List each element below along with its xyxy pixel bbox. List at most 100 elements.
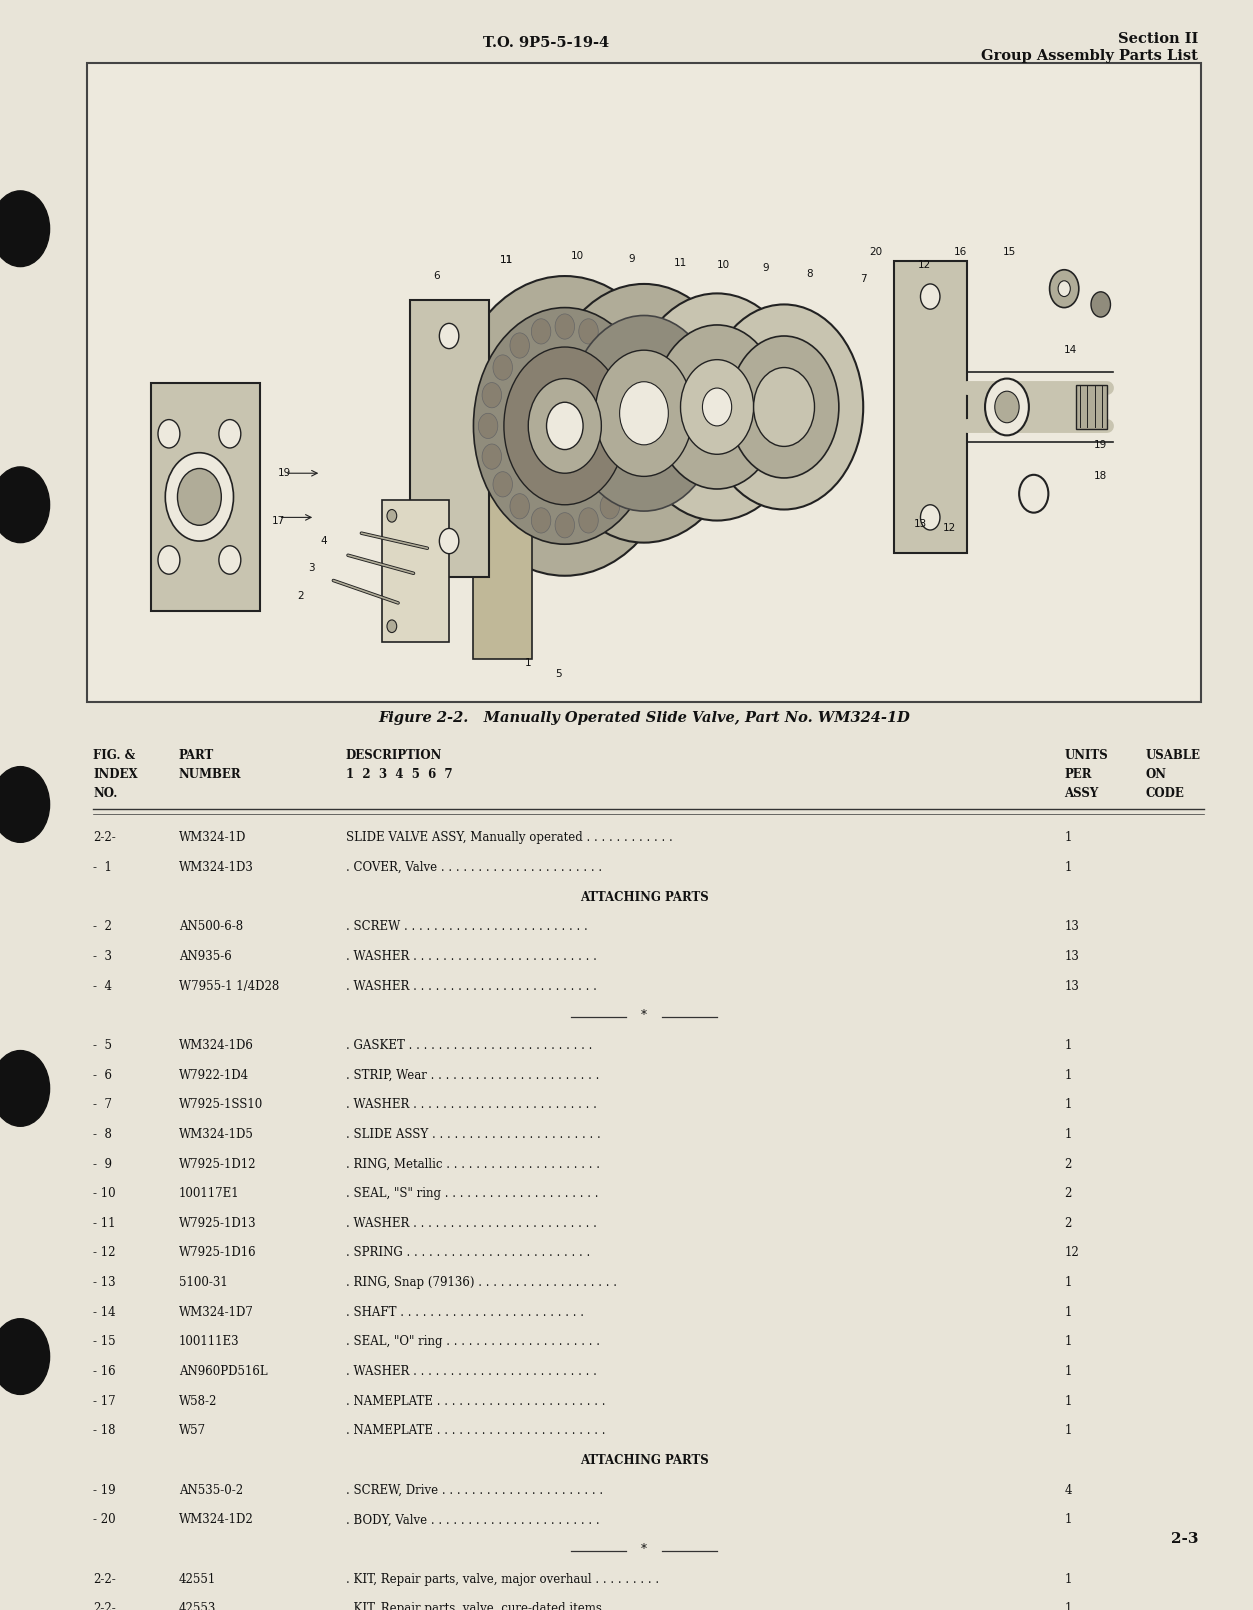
Circle shape — [387, 509, 397, 522]
Text: 16: 16 — [954, 248, 967, 258]
Text: 13: 13 — [1064, 921, 1079, 934]
Text: 2: 2 — [1064, 1158, 1071, 1170]
Text: 1: 1 — [1064, 1098, 1071, 1111]
Text: 11: 11 — [500, 256, 512, 266]
Text: W7925-1D13: W7925-1D13 — [179, 1217, 257, 1230]
Text: 42553: 42553 — [179, 1602, 216, 1610]
Bar — [474, 494, 533, 660]
Text: 100117E1: 100117E1 — [179, 1187, 239, 1199]
Bar — [893, 261, 967, 552]
Circle shape — [618, 354, 637, 380]
Text: 14: 14 — [1064, 345, 1076, 356]
Circle shape — [0, 766, 50, 842]
Circle shape — [985, 378, 1029, 435]
Text: 12: 12 — [917, 259, 931, 270]
Bar — [410, 301, 489, 576]
Circle shape — [1050, 270, 1079, 308]
Text: 6: 6 — [434, 270, 440, 282]
Text: 2-2-: 2-2- — [94, 1602, 117, 1610]
Text: 7: 7 — [860, 274, 867, 285]
Circle shape — [569, 316, 719, 510]
Text: INDEX: INDEX — [94, 768, 138, 781]
Circle shape — [600, 333, 620, 357]
Circle shape — [531, 319, 551, 345]
Text: W57: W57 — [179, 1425, 205, 1438]
Text: ATTACHING PARTS: ATTACHING PARTS — [580, 1454, 708, 1467]
Text: -  2: - 2 — [94, 921, 113, 934]
Text: 1: 1 — [1064, 861, 1071, 874]
Text: NUMBER: NUMBER — [179, 768, 242, 781]
Text: 2: 2 — [297, 591, 303, 601]
Text: WM324-1D2: WM324-1D2 — [179, 1513, 253, 1526]
Circle shape — [654, 325, 781, 489]
Circle shape — [178, 469, 222, 525]
Text: . KIT, Repair parts, valve, major overhaul . . . . . . . . .: . KIT, Repair parts, valve, major overha… — [346, 1573, 659, 1586]
Text: 20: 20 — [868, 248, 882, 258]
Text: . SCREW . . . . . . . . . . . . . . . . . . . . . . . . .: . SCREW . . . . . . . . . . . . . . . . … — [346, 921, 588, 934]
Circle shape — [921, 506, 940, 530]
Circle shape — [995, 391, 1019, 423]
Circle shape — [510, 333, 530, 357]
Circle shape — [0, 467, 50, 543]
Text: 10: 10 — [717, 259, 729, 270]
Text: 3: 3 — [308, 564, 315, 573]
Text: 4: 4 — [1064, 1484, 1071, 1497]
Text: PART: PART — [179, 749, 214, 762]
Circle shape — [492, 354, 512, 380]
Text: *: * — [642, 1542, 647, 1555]
Text: 19: 19 — [1094, 440, 1108, 449]
Circle shape — [544, 283, 744, 543]
Text: -  3: - 3 — [94, 950, 113, 963]
Text: . WASHER . . . . . . . . . . . . . . . . . . . . . . . . .: . WASHER . . . . . . . . . . . . . . . .… — [346, 1365, 596, 1378]
Circle shape — [618, 472, 637, 497]
Text: 1: 1 — [525, 657, 531, 668]
Text: ON: ON — [1145, 768, 1167, 781]
Text: 5100-31: 5100-31 — [179, 1277, 228, 1290]
Circle shape — [492, 472, 512, 497]
Text: 15: 15 — [1002, 248, 1016, 258]
Text: -  7: - 7 — [94, 1098, 113, 1111]
Text: -  8: - 8 — [94, 1129, 113, 1141]
Text: - 12: - 12 — [94, 1246, 117, 1259]
Text: . RING, Snap (79136) . . . . . . . . . . . . . . . . . . .: . RING, Snap (79136) . . . . . . . . . .… — [346, 1277, 616, 1290]
Text: 1: 1 — [1064, 1365, 1071, 1378]
Circle shape — [387, 620, 397, 633]
Text: . NAMEPLATE . . . . . . . . . . . . . . . . . . . . . . .: . NAMEPLATE . . . . . . . . . . . . . . … — [346, 1425, 605, 1438]
Text: 12: 12 — [1064, 1246, 1079, 1259]
Circle shape — [1019, 475, 1049, 512]
Bar — [1076, 385, 1106, 428]
Text: . SEAL, "S" ring . . . . . . . . . . . . . . . . . . . . .: . SEAL, "S" ring . . . . . . . . . . . .… — [346, 1187, 598, 1199]
Circle shape — [482, 383, 501, 407]
Text: Figure 2-2.   Manually Operated Slide Valve, Part No. WM324-1D: Figure 2-2. Manually Operated Slide Valv… — [378, 712, 910, 726]
Circle shape — [628, 383, 648, 407]
Circle shape — [579, 319, 598, 345]
Text: 18: 18 — [1094, 472, 1108, 481]
Circle shape — [219, 546, 241, 575]
Text: W7925-1D16: W7925-1D16 — [179, 1246, 257, 1259]
Text: 1: 1 — [1064, 1038, 1071, 1051]
Text: AN935-6: AN935-6 — [179, 950, 232, 963]
Text: 19: 19 — [278, 469, 291, 478]
Circle shape — [440, 528, 459, 554]
Text: 1: 1 — [1064, 1513, 1071, 1526]
Text: . RING, Metallic . . . . . . . . . . . . . . . . . . . . .: . RING, Metallic . . . . . . . . . . . .… — [346, 1158, 599, 1170]
Circle shape — [579, 507, 598, 533]
Text: 13: 13 — [1064, 979, 1079, 993]
Text: . KIT, Repair parts, valve, cure-dated items . . . . . . . .: . KIT, Repair parts, valve, cure-dated i… — [346, 1602, 662, 1610]
Text: 10: 10 — [570, 251, 584, 261]
Bar — [150, 383, 261, 612]
Circle shape — [703, 388, 732, 427]
Text: - 15: - 15 — [94, 1335, 117, 1349]
Text: 100111E3: 100111E3 — [179, 1335, 239, 1349]
Text: . STRIP, Wear . . . . . . . . . . . . . . . . . . . . . . .: . STRIP, Wear . . . . . . . . . . . . . … — [346, 1069, 599, 1082]
Circle shape — [632, 414, 652, 438]
Text: 2: 2 — [1064, 1187, 1071, 1199]
Text: SLIDE VALVE ASSY, Manually operated . . . . . . . . . . . .: SLIDE VALVE ASSY, Manually operated . . … — [346, 831, 673, 844]
Text: -  4: - 4 — [94, 979, 113, 993]
Text: 1: 1 — [1064, 1306, 1071, 1319]
Circle shape — [504, 348, 625, 506]
Text: 2-2-: 2-2- — [94, 1573, 117, 1586]
Circle shape — [600, 494, 620, 518]
Text: 8: 8 — [807, 269, 813, 280]
Text: - 13: - 13 — [94, 1277, 117, 1290]
